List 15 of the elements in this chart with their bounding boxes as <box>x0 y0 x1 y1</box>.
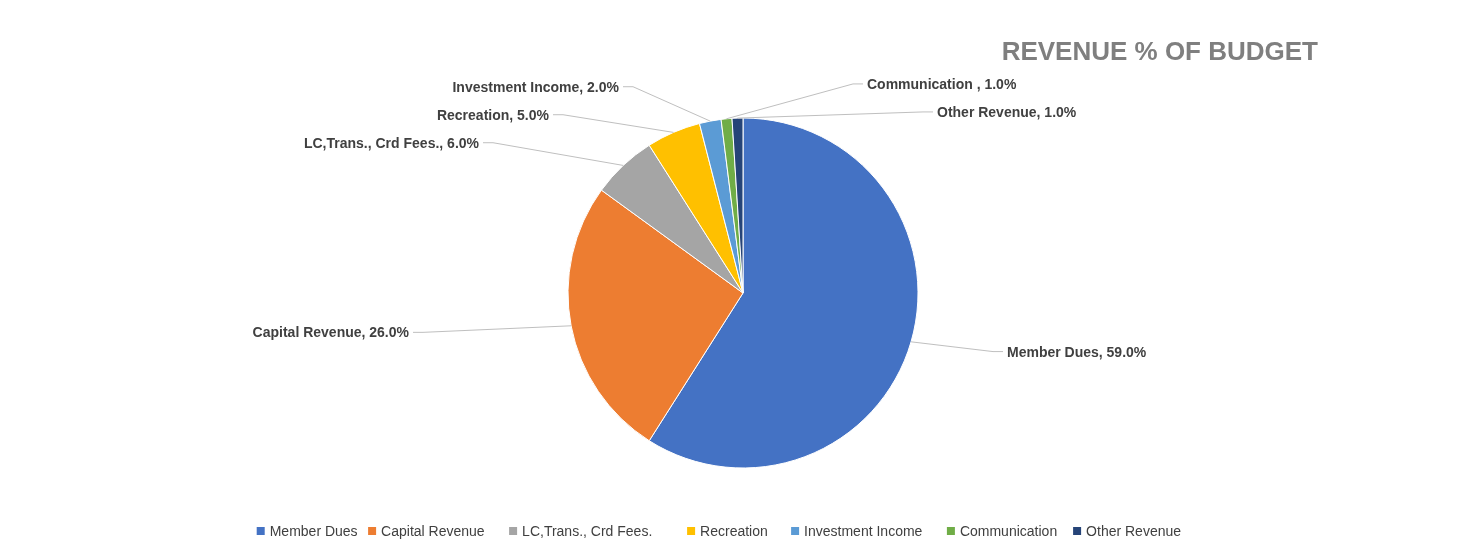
legend-label: Communication <box>959 523 1058 539</box>
legend-label: LC,Trans., Crd Fees. <box>522 523 653 539</box>
data-label: Member Dues, 59.0% <box>1007 343 1147 360</box>
data-label: Investment Income, 2.0% <box>452 78 620 95</box>
data-label: Communication , 1.0% <box>867 75 1017 92</box>
legend-label: Other Revenue <box>1086 523 1182 539</box>
legend-label: Investment Income <box>804 523 923 539</box>
data-label: LC,Trans., Crd Fees., 6.0% <box>303 134 480 151</box>
data-label: Recreation, 5.0% <box>436 106 550 123</box>
data-label: Other Revenue, 1.0% <box>937 103 1077 120</box>
data-label: Capital Revenue, 26.0% <box>252 324 410 341</box>
legend-label: Recreation <box>700 523 768 539</box>
legend-label: Capital Revenue <box>381 523 485 539</box>
chart-title: REVENUE % OF BUDGET <box>1001 36 1319 66</box>
legend-label: Member Dues <box>269 523 358 539</box>
